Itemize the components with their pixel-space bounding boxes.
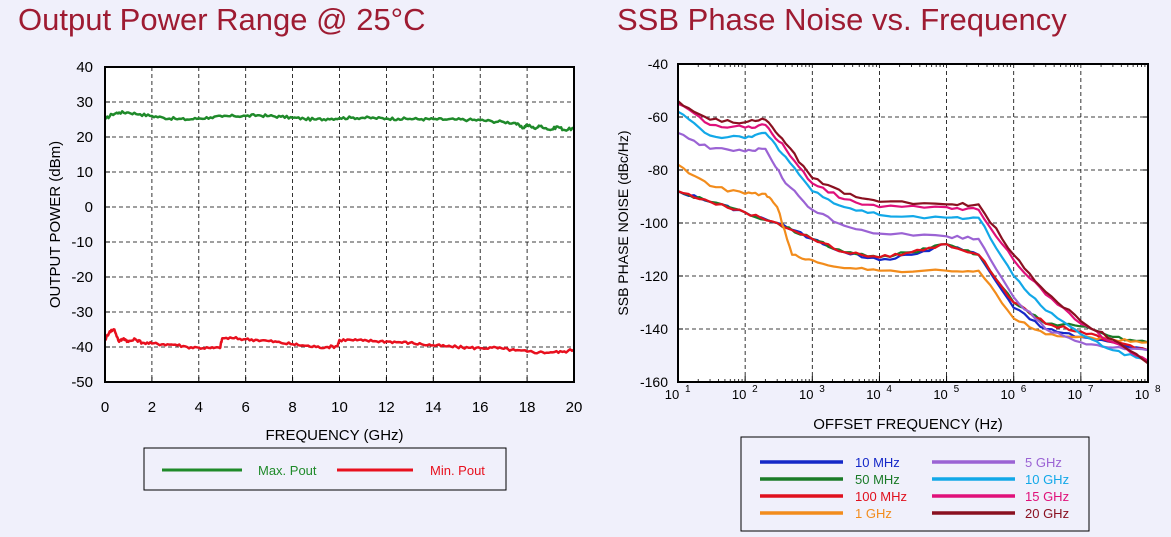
right-x-tick-exponent: 8 [1155,384,1161,395]
right-series-100-mhz [677,190,1149,352]
left-y-tick-label: -40 [71,339,93,356]
left-x-tick-label: 6 [242,399,250,416]
left-y-tick-label: -20 [71,269,93,286]
left-legend-label: Max. Pout [258,463,317,478]
left-series-min-pout [104,328,575,355]
left-x-tick-label: 20 [566,399,583,416]
right-y-tick-label: -100 [640,215,668,231]
right-x-tick-label: 10 [665,387,679,402]
right-y-tick-label: -40 [648,56,668,72]
left-series-max-pout [103,110,575,132]
left-plot-frame [104,66,575,383]
left-y-tick-label: -10 [71,234,93,251]
right-x-tick-label: 10 [1068,387,1082,402]
left-y-tick-label: 10 [76,164,93,181]
right-y-tick-label: -120 [640,268,668,284]
right-y-tick-label: -60 [648,109,668,125]
left-x-axis-label: FREQUENCY (GHz) [265,427,403,444]
phase-noise-chart: 10 1 10 2 10 3 10 4 10 5 10 6 10 7 10 8 -40 -60 -80 -100 -12… [615,56,1161,532]
left-x-tick-label: 16 [472,399,489,416]
right-x-tick-exponent: 4 [886,384,892,395]
right-series-10-ghz [677,110,1149,362]
left-y-tick-label: -50 [71,374,93,391]
left-legend-label: Min. Pout [430,463,485,478]
left-chart-title: Output Power Range @ 25°C [18,2,426,37]
right-x-tick-exponent: 2 [752,384,758,395]
right-x-tick-exponent: 7 [1088,384,1094,395]
right-legend-label: 20 GHz [1025,506,1069,521]
right-y-tick-label: -160 [640,374,668,390]
left-y-tick-label: 30 [76,94,93,111]
right-legend-label: 10 MHz [855,455,900,470]
right-legend-label: 50 MHz [855,472,900,487]
right-x-tick-label: 10 [732,387,746,402]
right-x-tick-exponent: 5 [954,384,960,395]
left-x-tick-label: 12 [378,399,395,416]
right-x-tick-label: 10 [933,387,947,402]
left-x-tick-label: 10 [331,399,348,416]
right-y-tick-label: -80 [648,162,668,178]
left-x-tick-label: 0 [101,399,109,416]
right-x-tick-label: 10 [1135,387,1149,402]
right-x-axis-label: OFFSET FREQUENCY (Hz) [813,416,1002,433]
output-power-chart: 0 2 4 6 8 10 12 14 16 18 20 40 30 20 10 0 -10 -20 -30 -40 -5… [47,59,583,491]
left-x-tick-label: 18 [519,399,536,416]
right-series-5-ghz [677,131,1149,352]
right-x-tick-label: 10 [799,387,813,402]
right-chart-title: SSB Phase Noise vs. Frequency [617,2,1067,37]
right-legend-label: 10 GHz [1025,472,1069,487]
left-y-tick-label: 40 [76,59,93,76]
left-x-tick-label: 14 [425,399,442,416]
right-legend-box [740,436,1090,532]
right-x-tick-exponent: 1 [685,384,691,395]
left-x-tick-label: 4 [195,399,203,416]
right-x-tick-label: 10 [866,387,880,402]
right-series-15-ghz [677,102,1149,362]
left-x-tick-label: 8 [288,399,296,416]
right-x-tick-exponent: 3 [819,384,825,395]
right-y-axis-label: SSB PHASE NOISE (dBc/Hz) [615,130,631,315]
left-y-tick-label: 20 [76,129,93,146]
right-legend-label: 5 GHz [1025,455,1062,470]
left-x-tick-label: 2 [148,399,156,416]
left-y-tick-label: -30 [71,304,93,321]
right-x-tick-exponent: 6 [1021,384,1027,395]
left-y-axis-label: OUTPUT POWER (dBm) [47,141,64,308]
right-legend-label: 1 GHz [855,506,892,521]
left-y-tick-label: 0 [85,199,93,216]
right-x-tick-label: 10 [1000,387,1014,402]
right-y-tick-label: -140 [640,321,668,337]
right-plot-frame [677,63,1149,383]
right-series-20-ghz [677,100,1149,365]
right-legend-label: 100 MHz [855,489,907,504]
right-legend-label: 15 GHz [1025,489,1069,504]
